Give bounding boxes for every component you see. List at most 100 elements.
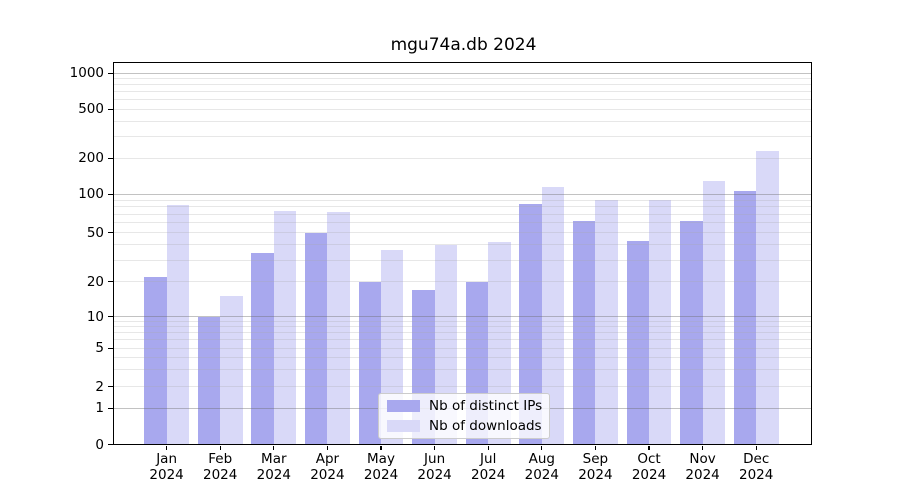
x-label-mar: Mar 2024 [256, 451, 291, 483]
y-tick-0 [107, 443, 114, 446]
x-label-sep: Sep 2024 [578, 451, 613, 483]
minor-gridline [114, 347, 812, 349]
y-tick-20 [107, 281, 114, 283]
minor-gridline [114, 199, 812, 201]
bar-mar-downloads [273, 210, 297, 445]
legend-item-distinct-ips: Nb of distinct IPs [385, 396, 543, 416]
minor-gridline [114, 91, 812, 93]
bar-sep-distinct-ips [573, 220, 596, 445]
y-tick-2 [107, 386, 114, 388]
legend: Nb of distinct IPs Nb of downloads [378, 393, 550, 439]
x-label-may: May 2024 [363, 451, 399, 483]
y-label-5: 5 [95, 340, 104, 357]
minor-gridline [114, 120, 812, 122]
x-tick-mar [273, 445, 275, 451]
minor-gridline [114, 84, 812, 86]
y-tick-1000 [107, 72, 114, 74]
x-label-dec: Dec 2024 [739, 451, 774, 483]
x-label-apr: Apr 2024 [310, 451, 345, 483]
x-tick-jan [166, 445, 168, 451]
bar-dec-distinct-ips [733, 190, 757, 445]
y-tick-50 [107, 232, 114, 234]
x-tick-jul [487, 445, 489, 451]
bar-may-distinct-ips [358, 281, 381, 445]
y-tick-500 [107, 108, 114, 110]
legend-swatch-downloads [387, 420, 420, 432]
major-gridline [114, 316, 812, 318]
y-tick-5 [107, 347, 114, 349]
minor-gridline [114, 332, 812, 334]
x-label-jun: Jun 2024 [417, 451, 452, 483]
minor-gridline [114, 136, 812, 138]
y-label-1: 1 [95, 400, 104, 417]
y-label-100: 100 [78, 186, 104, 203]
major-gridline [114, 193, 812, 195]
y-label-0: 0 [95, 436, 104, 453]
minor-gridline [114, 357, 812, 359]
x-tick-sep [594, 445, 597, 451]
bar-nov-distinct-ips [680, 220, 703, 445]
bar-aug-downloads [541, 187, 565, 445]
bar-jan-downloads [166, 205, 189, 445]
minor-gridline [114, 108, 812, 110]
minor-gridline [114, 232, 812, 234]
legend-item-downloads: Nb of downloads [385, 416, 543, 436]
x-tick-may [380, 445, 382, 451]
minor-gridline [114, 281, 812, 283]
bar-oct-downloads [649, 200, 672, 445]
x-label-feb: Feb 2024 [203, 451, 238, 483]
y-tick-100 [107, 193, 114, 195]
minor-gridline [114, 244, 812, 246]
bar-dec-downloads [756, 150, 779, 445]
x-tick-apr [326, 445, 329, 451]
x-tick-dec [755, 445, 757, 451]
minor-gridline [114, 326, 812, 328]
x-tick-aug [541, 445, 543, 451]
x-label-nov: Nov 2024 [685, 451, 720, 483]
minor-gridline [114, 213, 812, 215]
y-tick-200 [107, 157, 114, 159]
y-label-20: 20 [86, 273, 104, 290]
y-label-500: 500 [78, 101, 104, 118]
minor-gridline [114, 78, 812, 80]
minor-gridline [114, 99, 812, 101]
bar-feb-distinct-ips [197, 316, 221, 445]
x-label-jul: Jul 2024 [471, 451, 506, 483]
bar-sep-downloads [595, 200, 618, 445]
minor-gridline [114, 259, 812, 261]
x-tick-nov [702, 445, 704, 451]
x-label-jan: Jan 2024 [149, 451, 184, 483]
legend-swatch-distinct-ips [387, 400, 420, 412]
bar-jan-distinct-ips [144, 276, 167, 445]
major-gridline [114, 72, 812, 74]
chart-title: mgu74a.db 2024 [390, 35, 537, 55]
bar-mar-distinct-ips [251, 253, 274, 445]
minor-gridline [114, 222, 812, 224]
y-label-2: 2 [95, 378, 104, 395]
minor-gridline [114, 157, 812, 159]
bar-apr-downloads [327, 211, 350, 445]
bar-aug-distinct-ips [519, 203, 542, 445]
y-tick-10 [107, 316, 114, 318]
minor-gridline [114, 386, 812, 388]
x-tick-oct [648, 445, 650, 451]
y-label-1000: 1000 [69, 65, 104, 82]
minor-gridline [114, 206, 812, 208]
minor-gridline [114, 369, 812, 371]
plot-area-border [113, 62, 812, 445]
bar-nov-downloads [702, 180, 725, 445]
x-label-oct: Oct 2024 [631, 451, 667, 483]
y-label-10: 10 [86, 308, 104, 325]
legend-label-distinct-ips: Nb of distinct IPs [429, 398, 543, 414]
minor-gridline [114, 321, 812, 322]
x-tick-jun [434, 445, 436, 451]
legend-label-downloads: Nb of downloads [429, 418, 542, 434]
minor-gridline [114, 339, 812, 341]
bar-oct-distinct-ips [626, 240, 649, 445]
bar-apr-distinct-ips [305, 232, 328, 445]
x-tick-feb [219, 445, 221, 451]
y-tick-1 [107, 407, 114, 409]
bar-feb-downloads [220, 296, 243, 445]
y-label-50: 50 [86, 224, 104, 241]
